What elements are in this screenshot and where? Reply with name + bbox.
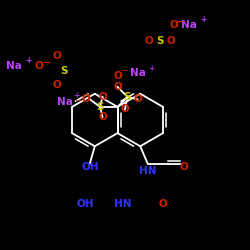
Text: O: O [144, 36, 153, 46]
Text: O: O [34, 61, 43, 71]
Text: OH: OH [81, 162, 98, 172]
Text: +: + [148, 64, 154, 72]
Text: O: O [98, 112, 107, 122]
Text: S: S [156, 36, 164, 46]
Text: OH: OH [76, 199, 94, 209]
Text: −: − [75, 96, 83, 106]
Text: O: O [52, 51, 62, 61]
Text: +: + [200, 15, 207, 24]
Text: +: + [26, 56, 32, 65]
Text: O: O [180, 162, 188, 172]
Text: O: O [133, 94, 142, 104]
Text: +: + [73, 91, 80, 100]
Text: O: O [81, 94, 90, 104]
Text: −: − [42, 58, 51, 68]
Text: S: S [60, 66, 68, 76]
Text: Na: Na [6, 61, 22, 71]
Text: HN: HN [114, 199, 131, 209]
Text: Na: Na [181, 20, 197, 30]
Text: HN: HN [139, 166, 156, 176]
Text: S: S [96, 102, 104, 112]
Text: O: O [113, 82, 122, 92]
Text: O: O [52, 80, 62, 90]
Text: O: O [158, 199, 167, 209]
Text: −: − [121, 66, 129, 76]
Text: O: O [113, 70, 122, 81]
Text: O: O [170, 20, 178, 30]
Text: O: O [167, 36, 175, 46]
Text: −: − [178, 17, 186, 27]
Text: Na: Na [57, 97, 73, 108]
Text: O: O [120, 104, 130, 115]
Text: Na: Na [130, 68, 146, 78]
Text: O: O [98, 92, 107, 102]
Text: S: S [124, 92, 131, 102]
